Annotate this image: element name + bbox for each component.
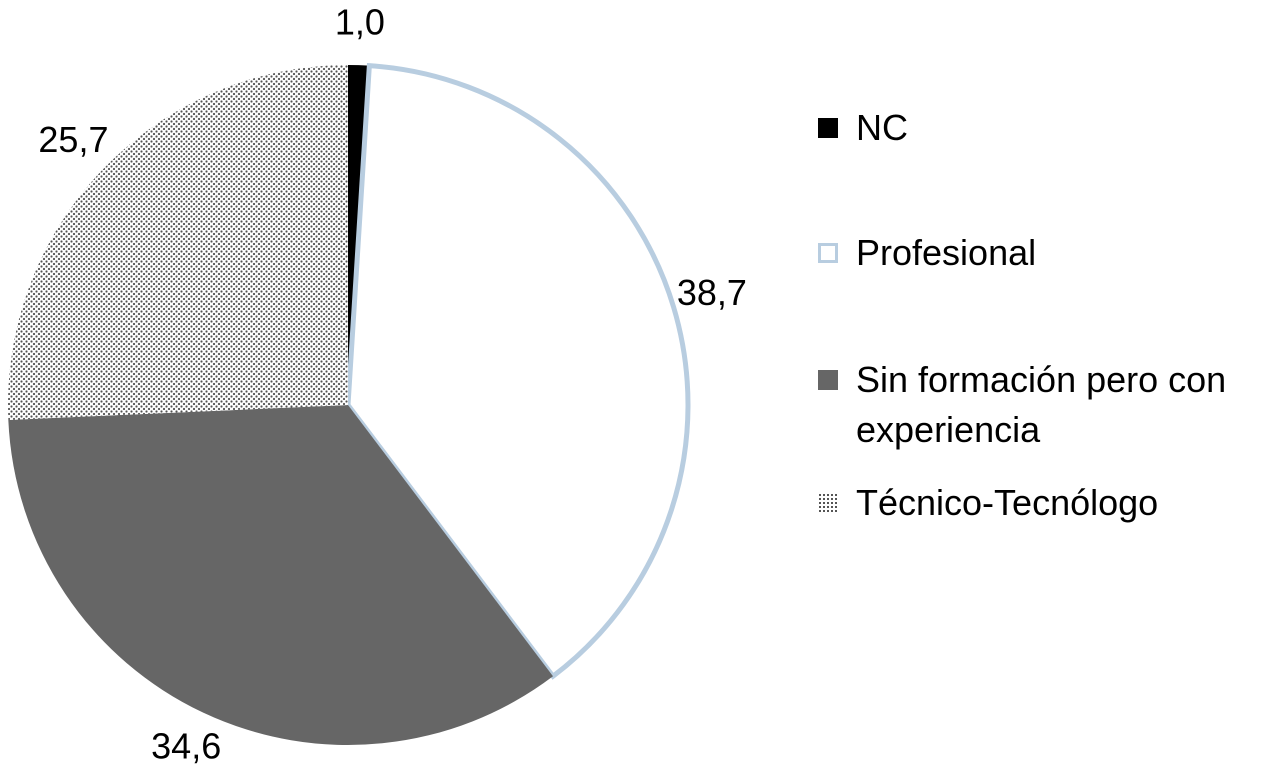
legend-item: NC [818, 103, 1278, 153]
pie-slice [345, 63, 691, 680]
pie-slice [7, 65, 348, 420]
legend-swatch [818, 493, 838, 513]
legend-label: NC [856, 107, 908, 148]
legend-swatch [818, 370, 838, 390]
data-label: 1,0 [335, 2, 385, 43]
legend-swatch [818, 118, 838, 138]
legend-label: Profesional [856, 232, 1037, 273]
data-label: 38,7 [677, 272, 747, 313]
pie-slice [8, 405, 553, 745]
legend-label: Sin formación pero con experiencia [856, 359, 1227, 450]
data-label: 34,6 [151, 725, 221, 766]
legend-item: Profesional [818, 228, 1278, 278]
data-label: 25,7 [38, 119, 108, 160]
legend-item: Sin formación pero con experiencia [818, 355, 1278, 455]
legend-swatch [818, 243, 838, 263]
legend-label: Técnico-Tecnólogo [856, 482, 1159, 523]
legend-item: Técnico-Tecnólogo [818, 478, 1278, 528]
